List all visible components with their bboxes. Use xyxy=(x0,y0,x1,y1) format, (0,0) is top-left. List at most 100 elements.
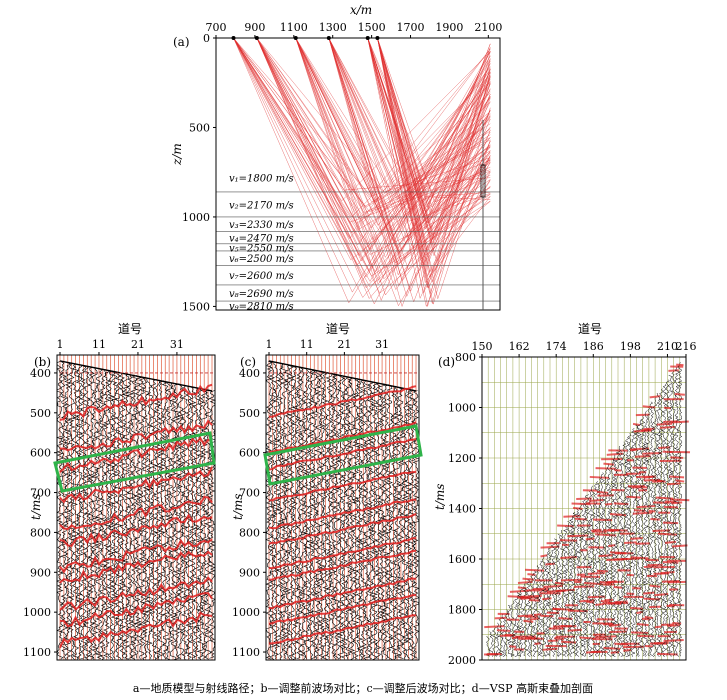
receiver-array-marker xyxy=(480,164,486,198)
panel-c-yticks: 400 500 600 700 800 900 1000 1100 xyxy=(232,367,266,659)
seismic-event xyxy=(59,576,213,611)
panel-b: (b) 道号 t/ms 1 11 21 31 40050060070080090010… xyxy=(23,322,217,661)
ray-path xyxy=(295,37,491,237)
ray-path xyxy=(377,37,491,209)
seismic-event xyxy=(268,438,417,471)
ytick-label: 1100 xyxy=(232,646,260,659)
reflection-event xyxy=(517,580,533,584)
ray-path xyxy=(328,37,491,206)
section-trace xyxy=(627,432,633,657)
section-trace xyxy=(590,485,596,657)
reflection-event xyxy=(668,369,679,372)
seismic-event xyxy=(59,436,213,473)
ray-path xyxy=(367,37,491,273)
trace-wiggle xyxy=(313,370,322,660)
reflection-event xyxy=(596,569,609,573)
trace-wiggle xyxy=(95,368,104,660)
reflection-event xyxy=(643,597,661,601)
trace-wiggle xyxy=(287,365,296,660)
panel-b-frame xyxy=(56,354,216,661)
reflection-event xyxy=(604,502,613,506)
panel-c-highlight-box xyxy=(263,424,423,486)
reflection-event xyxy=(606,452,624,456)
reflection-event xyxy=(608,528,628,532)
velocity-label: v₂=2170 m/s xyxy=(229,200,294,211)
seismic-event xyxy=(59,466,213,504)
ray-path xyxy=(295,37,491,280)
ray-path xyxy=(256,37,491,246)
trace-wiggle xyxy=(370,381,379,660)
reflection-event xyxy=(588,498,604,503)
section-trace xyxy=(640,414,646,657)
reflection-event xyxy=(587,571,605,575)
panel-b-xticks: 1 11 21 31 xyxy=(57,338,184,355)
reflection-event xyxy=(650,517,660,521)
seismic-event xyxy=(269,577,417,610)
trace-wiggle xyxy=(145,378,154,660)
ytick-label: 1200 xyxy=(448,452,476,465)
reflection-event xyxy=(632,511,653,515)
panel-a-interfaces xyxy=(216,191,500,302)
seismic-event xyxy=(268,537,417,570)
seismic-event xyxy=(59,538,213,574)
trace-wiggle xyxy=(98,369,107,660)
trace-wiggle xyxy=(397,387,405,659)
panel-b-xlabel: 道号 xyxy=(118,322,142,336)
ytick-label: 1600 xyxy=(448,553,476,566)
section-trace xyxy=(646,406,652,657)
ray-path xyxy=(295,37,491,296)
seismic-event xyxy=(268,512,417,545)
section-trace xyxy=(550,543,556,657)
ray-path xyxy=(256,37,491,240)
ray-path xyxy=(256,37,491,192)
trace-wiggle xyxy=(295,366,303,660)
xtick-label: 186 xyxy=(583,340,604,353)
section-trace xyxy=(652,397,658,657)
trace-wiggle xyxy=(126,374,135,659)
reflection-event xyxy=(576,497,592,501)
xtick-label: 162 xyxy=(509,340,530,353)
ray-path xyxy=(256,37,491,267)
reflection-event xyxy=(529,617,540,621)
reflection-event xyxy=(672,621,682,625)
panel-b-highlight-box xyxy=(53,431,216,493)
reflection-event xyxy=(540,554,548,558)
reflection-event xyxy=(603,462,615,466)
reflection-event xyxy=(630,447,650,451)
ray-path xyxy=(367,37,491,224)
ray-path xyxy=(295,37,491,301)
panel-c-frame xyxy=(265,354,420,661)
figure-caption: a—地质模型与射线路径；b—调整前波场对比；c—调整后波场对比；d—VSP 高斯… xyxy=(133,681,593,695)
ray-path xyxy=(328,37,491,287)
reflection-event xyxy=(567,628,582,632)
section-trace xyxy=(491,627,497,657)
panel-c: (c) 道号 t/ms 1 11 21 31 40050060070080090010… xyxy=(231,322,423,661)
reflection-event xyxy=(595,467,616,470)
section-trace xyxy=(671,370,677,657)
reflection-event xyxy=(641,617,650,621)
seismic-event xyxy=(268,421,417,453)
section-trace xyxy=(541,556,547,657)
reflection-event xyxy=(624,541,637,545)
ytick-label: 900 xyxy=(239,566,260,579)
ray-path xyxy=(295,37,491,291)
section-trace xyxy=(507,604,513,657)
section-trace xyxy=(658,388,664,657)
first-break xyxy=(268,360,417,392)
ytick-label: 1000 xyxy=(448,402,476,415)
section-trace xyxy=(655,392,661,657)
seismic-event xyxy=(60,592,213,628)
trace-wiggle xyxy=(118,373,127,659)
ray-path xyxy=(328,37,491,195)
section-trace xyxy=(532,569,537,658)
ray-path xyxy=(295,37,491,264)
reflection-event xyxy=(671,501,683,505)
ray-path xyxy=(295,37,491,194)
reflection-event xyxy=(636,623,649,627)
panel-d-ylabel: t/ms xyxy=(433,484,447,510)
reflection-event xyxy=(557,524,574,528)
ytick-label: 400 xyxy=(30,367,51,380)
panel-c-seismic-traces xyxy=(265,355,420,661)
reflection-event xyxy=(586,502,601,505)
